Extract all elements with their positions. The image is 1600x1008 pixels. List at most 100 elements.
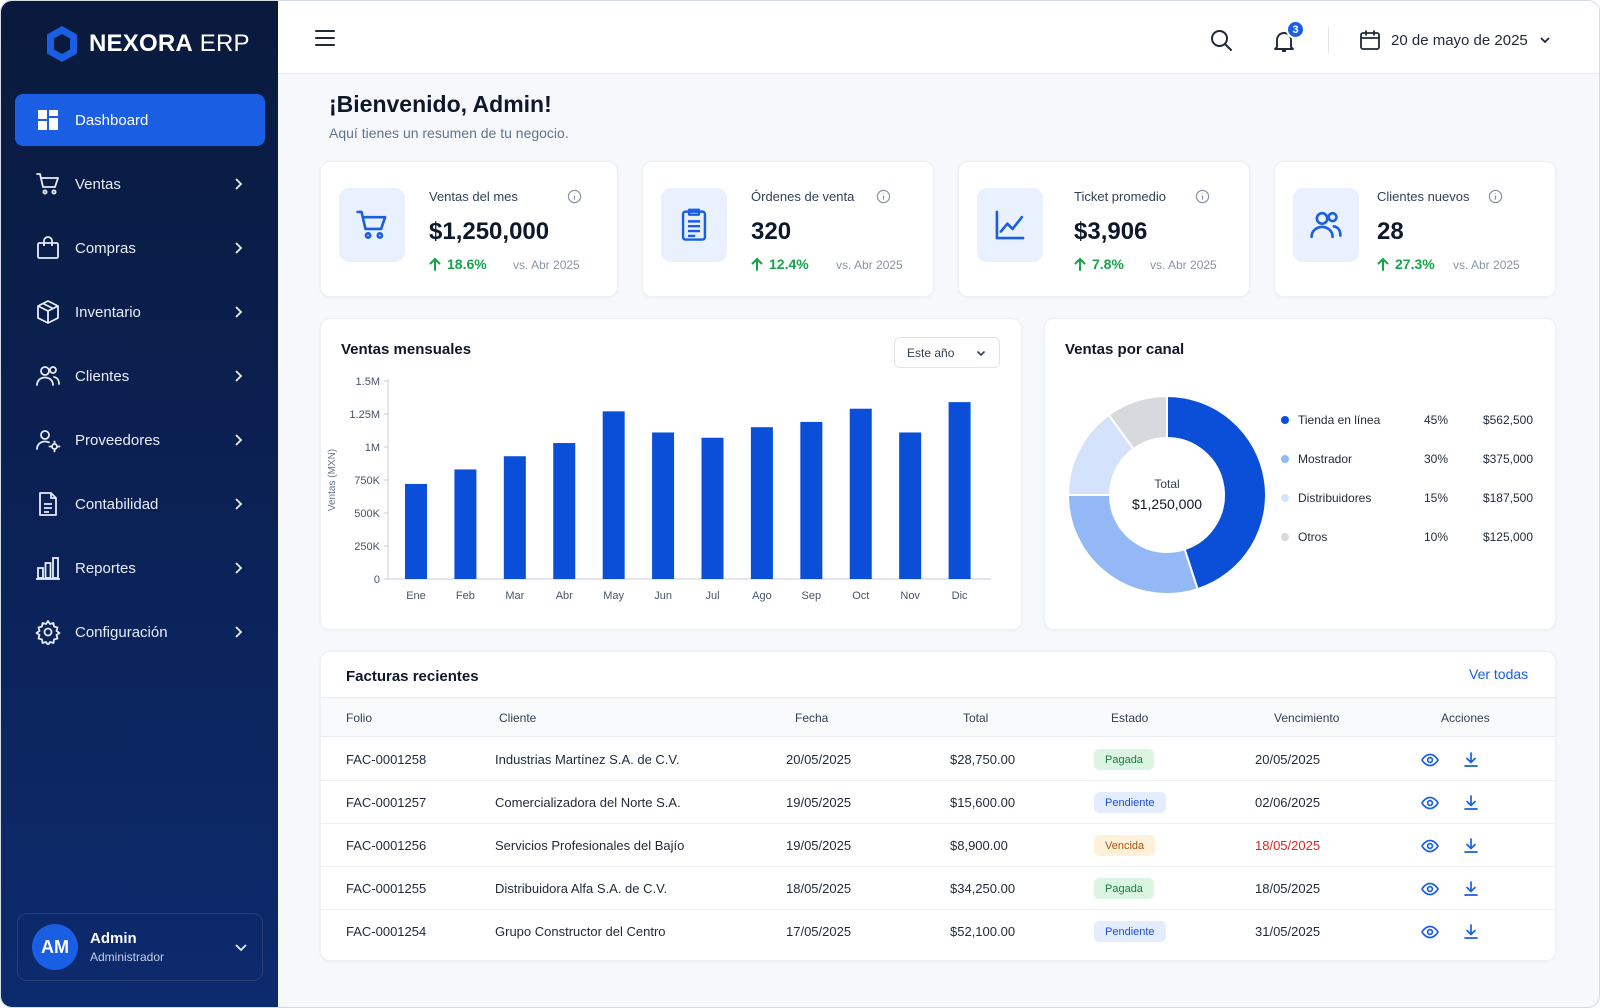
sidebar-item-ventas[interactable]: Ventas (15, 158, 265, 210)
sidebar-item-reportes[interactable]: Reportes (15, 542, 265, 594)
cart-icon (339, 188, 405, 262)
bar-ene[interactable] (405, 483, 427, 579)
y-tick-label: 750K (354, 475, 380, 487)
y-tick-label: 250K (354, 541, 380, 553)
view-all-link[interactable]: Ver todas (1469, 666, 1529, 682)
download-icon[interactable] (1462, 751, 1480, 769)
bar-nov[interactable] (899, 432, 922, 579)
bar-may[interactable] (602, 411, 625, 579)
bar-abr[interactable] (553, 443, 576, 579)
x-tick-label: May (603, 590, 624, 602)
download-icon[interactable] (1462, 837, 1480, 855)
table-row[interactable]: FAC-0001254 Grupo Constructor del Centro 1… (321, 910, 1555, 953)
sidebar-item-configuracion[interactable]: Configuración (15, 606, 265, 658)
sidebar-item-clientes[interactable]: Clientes (15, 350, 265, 402)
kpi-compare: vs. Abr 2025 (513, 258, 580, 272)
eye-icon[interactable] (1421, 880, 1439, 898)
donut-slice-mostrador[interactable] (1066, 494, 1199, 595)
date-label: 20 de mayo de 2025 (1391, 31, 1528, 49)
download-icon[interactable] (1462, 794, 1480, 812)
kpi-label: Clientes nuevos (1377, 189, 1470, 204)
y-tick-label: 1.5M (356, 376, 380, 388)
hamburger-menu-icon[interactable] (314, 29, 336, 47)
cell-fecha: 20/05/2025 (786, 752, 852, 767)
sidebar-item-proveedores[interactable]: Proveedores (15, 414, 265, 466)
cell-total: $52,100.00 (950, 924, 1016, 939)
bar-feb[interactable] (454, 469, 477, 579)
table-row[interactable]: FAC-0001256 Servicios Profesionales del B… (321, 824, 1555, 867)
legend-item: Distribuidores 15% $187,500 (1281, 489, 1533, 507)
brand-logo[interactable]: NEXORA ERP (45, 25, 250, 63)
sidebar-item-label: Ventas (75, 175, 121, 193)
chevron-right-icon (235, 370, 243, 382)
status-badge: Pagada (1094, 749, 1154, 770)
info-icon[interactable] (1488, 189, 1503, 204)
user-menu[interactable]: AM Admin Administrador (17, 913, 263, 981)
sidebar: NEXORA ERP Dashboard Ventas Compra (1, 1, 278, 1007)
search-icon[interactable] (1209, 28, 1233, 52)
period-select[interactable]: Este año (894, 337, 1000, 368)
bar-jun[interactable] (652, 432, 675, 579)
bar-dic[interactable] (948, 402, 971, 579)
kpi-compare: vs. Abr 2025 (1453, 258, 1520, 272)
eye-icon[interactable] (1421, 923, 1439, 941)
brand-name: NEXORA ERP (89, 30, 250, 57)
x-tick-label: Mar (505, 590, 524, 602)
bar-chart-icon (35, 555, 61, 581)
eye-icon[interactable] (1421, 751, 1439, 769)
select-value: Este año (907, 345, 955, 360)
column-header: Fecha (795, 711, 829, 725)
cell-cliente: Servicios Profesionales del Bajío (495, 838, 685, 853)
sidebar-item-inventario[interactable]: Inventario (15, 286, 265, 338)
x-tick-label: Ene (406, 590, 426, 602)
bar-jul[interactable] (701, 437, 724, 579)
clipboard-icon (661, 188, 727, 262)
sidebar-item-compras[interactable]: Compras (15, 222, 265, 274)
bar-sep[interactable] (800, 421, 823, 579)
donut-slice-otros[interactable] (1107, 394, 1168, 451)
chevron-right-icon (235, 498, 243, 510)
x-tick-label: Nov (900, 590, 920, 602)
cell-folio: FAC-0001254 (346, 924, 427, 939)
download-icon[interactable] (1462, 923, 1480, 941)
cell-fecha: 19/05/2025 (786, 795, 852, 810)
arrow-up-icon (1074, 257, 1086, 271)
sidebar-item-contabilidad[interactable]: Contabilidad (15, 478, 265, 530)
info-icon[interactable] (876, 189, 891, 204)
date-picker[interactable]: 20 de mayo de 2025 (1359, 26, 1552, 54)
chevron-right-icon (235, 178, 243, 190)
column-header: Acciones (1441, 711, 1490, 725)
info-icon[interactable] (1195, 189, 1210, 204)
info-icon[interactable] (567, 189, 582, 204)
x-tick-label: Jun (654, 590, 672, 602)
bar-ago[interactable] (750, 427, 773, 579)
kpi-compare: vs. Abr 2025 (836, 258, 903, 272)
sidebar-item-dashboard[interactable]: Dashboard (15, 94, 265, 146)
cell-total: $15,600.00 (950, 795, 1016, 810)
table-row[interactable]: FAC-0001255 Distribuidora Alfa S.A. de C.… (321, 867, 1555, 910)
eye-icon[interactable] (1421, 837, 1439, 855)
download-icon[interactable] (1462, 880, 1480, 898)
bar-mar[interactable] (503, 456, 526, 579)
sidebar-item-label: Inventario (75, 303, 141, 321)
legend-amount: $187,500 (1482, 491, 1533, 505)
panel-title: Ventas mensuales (341, 341, 472, 358)
kpi-label: Órdenes de venta (751, 189, 855, 204)
user-cog-icon (35, 427, 61, 453)
legend-amount: $562,500 (1482, 413, 1533, 427)
monthly-sales-panel: Ventas mensuales Este año Ventas (MXN) 0 2… (320, 318, 1022, 630)
kpi-trend: 18.6% (429, 256, 487, 272)
legend-dot (1281, 494, 1289, 502)
legend-name: Otros (1298, 530, 1328, 544)
legend-amount: $125,000 (1482, 530, 1533, 544)
eye-icon[interactable] (1421, 794, 1439, 812)
legend-amount: $375,000 (1482, 452, 1533, 466)
table-row[interactable]: FAC-0001257 Comercializadora del Norte S.… (321, 781, 1555, 824)
panel-title: Facturas recientes (346, 668, 479, 685)
users-icon (1293, 188, 1359, 262)
y-tick-label: 1.25M (349, 409, 380, 421)
donut-slice-tienda-en-línea[interactable] (1166, 394, 1267, 591)
table-row[interactable]: FAC-0001258 Industrias Martínez S.A. de C… (321, 738, 1555, 781)
bar-oct[interactable] (849, 408, 872, 579)
kpi-card-ticket: Ticket promedio $3,906 7.8% vs. Abr 2025 (958, 161, 1250, 297)
